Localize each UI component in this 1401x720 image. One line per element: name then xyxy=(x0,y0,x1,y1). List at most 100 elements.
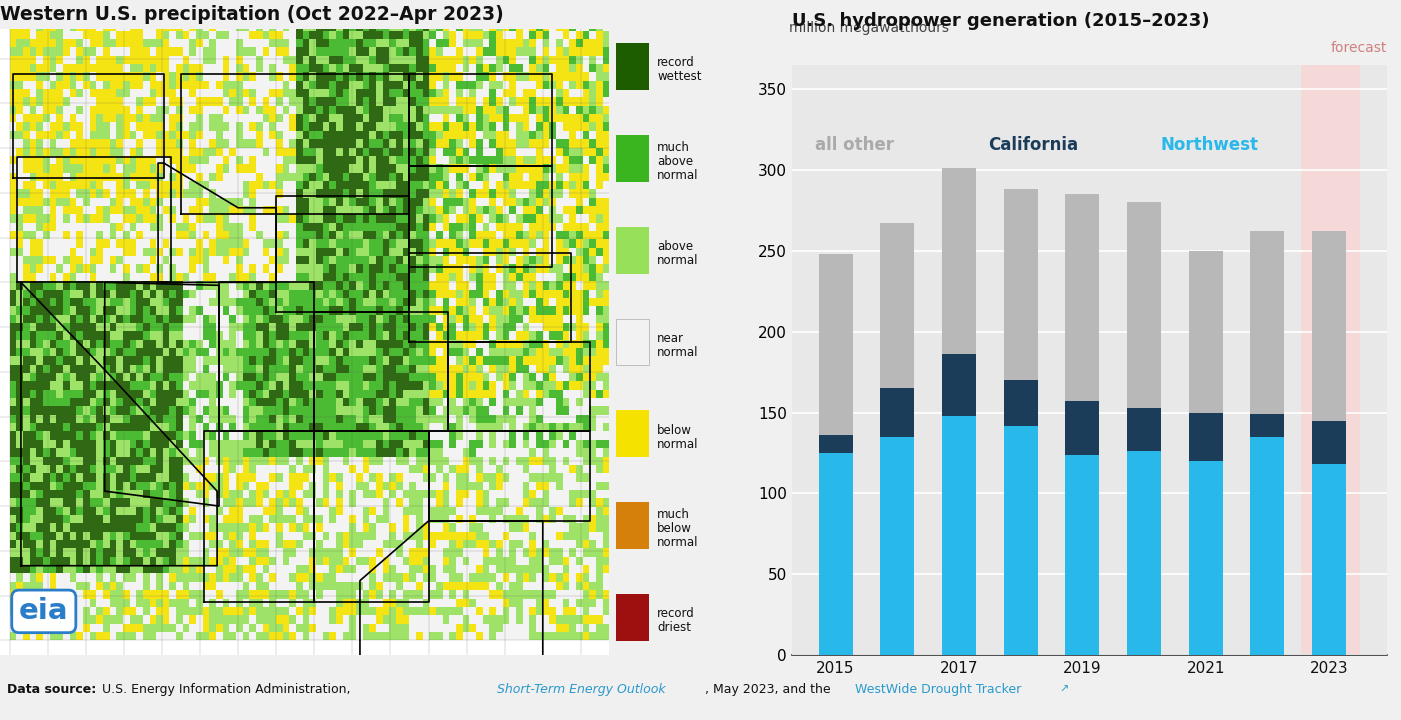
Bar xyxy=(276,473,283,482)
Bar xyxy=(375,264,382,273)
Bar xyxy=(450,390,457,398)
Bar xyxy=(143,306,150,315)
Bar xyxy=(83,248,90,256)
Bar xyxy=(563,156,569,164)
Bar xyxy=(457,465,462,473)
Bar xyxy=(443,590,450,598)
Bar xyxy=(370,456,375,465)
Bar xyxy=(123,598,129,607)
Bar xyxy=(143,473,150,482)
Bar xyxy=(416,540,423,549)
Bar xyxy=(343,114,349,122)
Bar xyxy=(136,523,143,531)
Bar xyxy=(269,97,276,106)
Bar xyxy=(349,456,356,465)
Bar xyxy=(530,64,537,72)
Bar xyxy=(457,164,462,173)
Bar xyxy=(389,431,396,440)
Bar xyxy=(503,515,510,523)
Bar xyxy=(595,122,602,131)
Bar xyxy=(290,415,296,423)
Bar xyxy=(83,340,90,348)
Bar xyxy=(542,264,549,273)
Bar xyxy=(10,615,17,624)
Bar xyxy=(256,315,263,323)
Bar xyxy=(576,598,583,607)
Bar xyxy=(90,390,97,398)
Bar xyxy=(63,364,70,373)
Bar xyxy=(423,398,430,406)
Bar xyxy=(237,364,242,373)
Bar xyxy=(22,30,29,39)
Bar xyxy=(317,415,322,423)
Bar xyxy=(595,348,602,356)
Bar xyxy=(83,373,90,382)
Bar xyxy=(129,406,136,415)
Bar xyxy=(583,114,590,122)
Bar xyxy=(403,148,409,156)
Bar xyxy=(443,490,450,498)
Bar xyxy=(17,632,22,640)
Bar xyxy=(322,507,329,515)
Bar xyxy=(17,431,22,440)
Bar xyxy=(483,248,489,256)
Bar xyxy=(76,598,83,607)
Bar xyxy=(409,624,416,632)
Bar xyxy=(602,373,609,382)
Bar xyxy=(602,197,609,206)
Bar xyxy=(356,231,363,239)
Bar xyxy=(290,482,296,490)
Bar xyxy=(56,448,63,456)
Bar xyxy=(36,206,43,215)
Bar xyxy=(90,507,97,515)
Bar xyxy=(70,315,76,323)
Bar xyxy=(382,406,389,415)
Bar xyxy=(290,306,296,315)
Bar xyxy=(563,256,569,264)
Bar xyxy=(123,39,129,48)
Bar xyxy=(322,139,329,148)
Bar xyxy=(469,197,476,206)
Bar xyxy=(177,415,182,423)
Bar xyxy=(569,382,576,390)
Bar xyxy=(542,131,549,139)
Bar xyxy=(469,231,476,239)
Bar xyxy=(242,206,249,215)
Bar xyxy=(576,364,583,373)
Bar xyxy=(290,97,296,106)
Bar xyxy=(129,197,136,206)
Bar xyxy=(102,531,109,540)
Bar xyxy=(363,440,370,448)
Bar xyxy=(462,222,469,231)
Bar xyxy=(123,540,129,549)
Bar xyxy=(249,289,256,298)
Bar xyxy=(542,406,549,415)
Bar xyxy=(423,615,430,624)
Bar xyxy=(163,173,170,181)
Bar xyxy=(556,273,563,281)
Bar xyxy=(150,197,156,206)
Bar xyxy=(436,340,443,348)
Bar xyxy=(256,306,263,315)
Bar xyxy=(49,289,56,298)
Bar xyxy=(356,55,363,64)
Bar xyxy=(150,156,156,164)
Bar xyxy=(349,189,356,197)
Bar xyxy=(576,382,583,390)
Bar xyxy=(269,39,276,48)
Bar xyxy=(530,289,537,298)
Bar xyxy=(602,106,609,114)
Bar xyxy=(196,114,203,122)
Bar xyxy=(189,531,196,540)
Bar xyxy=(83,465,90,473)
Bar xyxy=(443,448,450,456)
Bar xyxy=(602,557,609,565)
Bar xyxy=(349,473,356,482)
Bar xyxy=(49,382,56,390)
Bar xyxy=(242,390,249,398)
Bar xyxy=(363,148,370,156)
Bar xyxy=(569,624,576,632)
Bar xyxy=(310,22,317,30)
Bar xyxy=(196,490,203,498)
Bar xyxy=(569,197,576,206)
